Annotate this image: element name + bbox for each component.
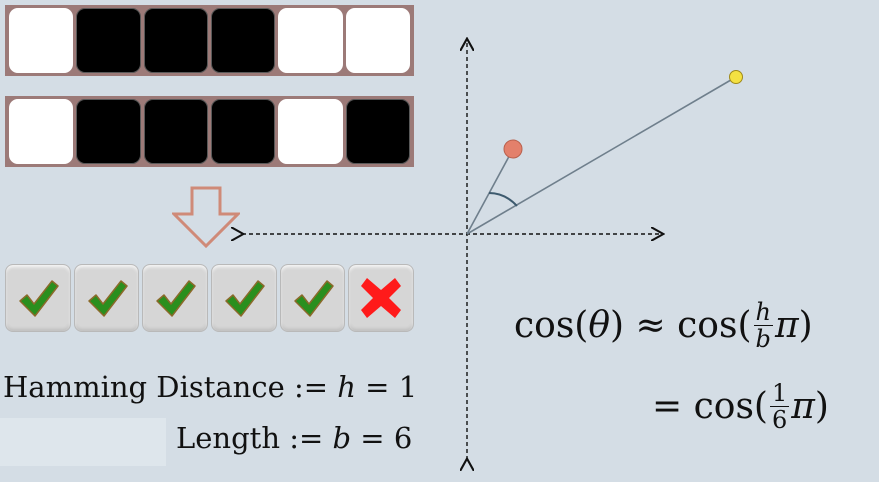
vector-short-tip <box>503 139 523 159</box>
bit-cell-black <box>143 99 208 164</box>
bit-cell-white <box>9 99 74 164</box>
vector-long <box>466 76 737 235</box>
length-label: Length := b = 6 <box>176 421 413 455</box>
bit-cell-black <box>143 8 208 73</box>
check-icon <box>293 280 334 317</box>
bit-cell-white <box>278 8 343 73</box>
bit-cell-white <box>345 8 410 73</box>
bit-string-2 <box>5 96 414 167</box>
length-label-background <box>0 418 166 466</box>
comparison-cell <box>73 264 140 332</box>
bit-cell-white <box>9 8 74 73</box>
check-icon <box>19 280 59 317</box>
bit-cell-black <box>76 99 141 164</box>
bit-cell-black <box>76 8 141 73</box>
hamming-distance-label: Hamming Distance := h = 1 <box>3 370 418 404</box>
comparison-cell <box>279 264 346 332</box>
down-arrow-icon <box>172 186 240 248</box>
bit-cell-black <box>345 99 410 164</box>
comparison-cell <box>348 264 415 332</box>
bit-cell-black <box>210 99 276 164</box>
vector-short <box>466 148 514 235</box>
comparison-cell <box>5 264 71 332</box>
check-icon <box>225 280 265 317</box>
vector-long-tip <box>729 70 743 84</box>
bit-cell-black <box>210 8 276 73</box>
comparison-cell <box>211 264 277 332</box>
cross-icon <box>361 278 402 318</box>
check-icon <box>87 280 128 317</box>
check-icon <box>156 280 196 317</box>
angle-arc <box>488 192 518 207</box>
bit-string-1 <box>5 5 414 76</box>
comparison-row <box>5 264 415 332</box>
comparison-cell <box>142 264 209 332</box>
bit-cell-white <box>278 99 343 164</box>
